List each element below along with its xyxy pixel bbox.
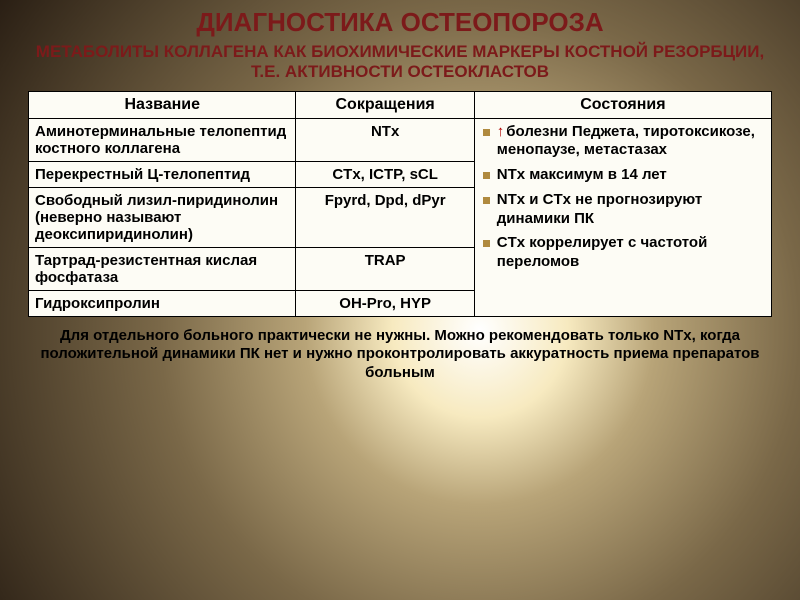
footer-note: Для отдельного больного практически не н… [28, 327, 772, 383]
table-header-row: Название Сокращения Состояния [29, 91, 772, 118]
cell-name: Тартрад-резистентная кислая фосфатаза [29, 247, 296, 290]
cell-name: Свободный лизил-пиридинолин (неверно наз… [29, 187, 296, 247]
cell-abbr: Fpyrd, Dpd, dPyr [296, 187, 474, 247]
markers-table: Название Сокращения Состояния Аминотерми… [28, 91, 772, 317]
list-item: ↑болезни Педжета, тиротоксикозе, менопау… [481, 123, 765, 161]
cell-states: ↑болезни Педжета, тиротоксикозе, менопау… [474, 118, 771, 316]
col-header-name: Название [29, 91, 296, 118]
col-header-abbr: Сокращения [296, 91, 474, 118]
list-item: CTx коррелирует с частотой переломов [481, 234, 765, 272]
cell-name: Гидроксипролин [29, 290, 296, 316]
cell-name: Аминотерминальные телопептид костного ко… [29, 118, 296, 161]
cell-abbr: NTx [296, 118, 474, 161]
cell-abbr: CTx, ICTP, sCL [296, 161, 474, 187]
col-header-state: Состояния [474, 91, 771, 118]
states-list: ↑болезни Педжета, тиротоксикозе, менопау… [481, 123, 765, 272]
slide-subtitle: МЕТАБОЛИТЫ КОЛЛАГЕНА КАК БИОХИМИЧЕСКИЕ М… [28, 42, 772, 83]
slide: ДИАГНОСТИКА ОСТЕОПОРОЗА МЕТАБОЛИТЫ КОЛЛА… [0, 0, 800, 600]
table-row: Аминотерминальные телопептид костного ко… [29, 118, 772, 161]
slide-title: ДИАГНОСТИКА ОСТЕОПОРОЗА [28, 8, 772, 38]
cell-abbr: OH-Pro, HYP [296, 290, 474, 316]
bullet-text: болезни Педжета, тиротоксикозе, менопауз… [497, 123, 755, 159]
cell-abbr: TRAP [296, 247, 474, 290]
list-item: NTx и CTx не прогнозируют динамики ПК [481, 191, 765, 229]
cell-name: Перекрестный Ц-телопептид [29, 161, 296, 187]
up-arrow-icon: ↑ [497, 123, 505, 142]
list-item: NTx максимум в 14 лет [481, 166, 765, 185]
